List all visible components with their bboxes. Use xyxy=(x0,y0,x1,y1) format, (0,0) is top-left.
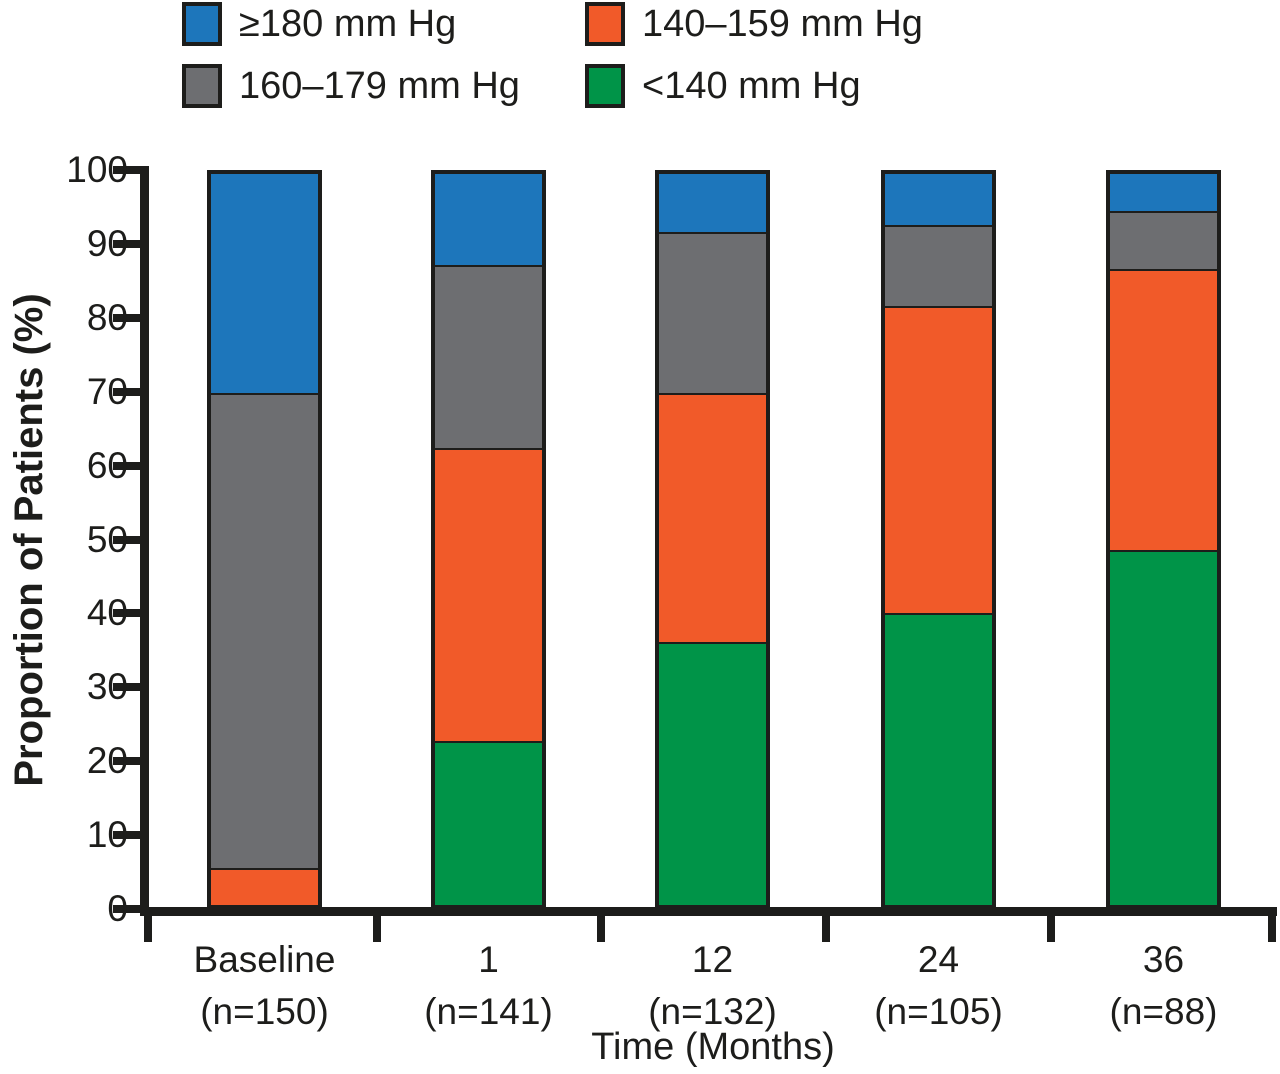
bar-segment xyxy=(885,174,992,226)
segment-divider xyxy=(435,738,542,743)
bar-segment xyxy=(1110,174,1217,211)
bar-segment xyxy=(211,393,318,869)
y-tick-label: 50 xyxy=(86,518,128,560)
y-tick xyxy=(113,609,141,618)
y-tick-label: 70 xyxy=(86,370,128,412)
bar-segment xyxy=(885,225,992,306)
legend-swatch-icon xyxy=(585,64,625,108)
x-axis-title: Time (Months) xyxy=(591,1026,835,1068)
x-category-count: (n=150) xyxy=(200,991,329,1032)
segment-divider xyxy=(885,303,992,308)
segment-divider xyxy=(885,610,992,615)
y-tick-label: 10 xyxy=(86,814,128,856)
segment-divider xyxy=(659,639,766,644)
legend-label: 140–159 mm Hg xyxy=(642,3,923,45)
x-category-count: (n=105) xyxy=(874,991,1003,1032)
bar-segment xyxy=(211,174,318,394)
y-tick xyxy=(113,757,141,766)
y-tick-label: 30 xyxy=(86,666,128,708)
stacked-bar xyxy=(881,170,996,909)
segment-divider xyxy=(435,446,542,451)
segment-divider xyxy=(211,391,318,396)
stacked-bar xyxy=(655,170,770,909)
legend-item: <140 mm Hg xyxy=(585,62,861,110)
legend-label: ≥180 mm Hg xyxy=(239,3,457,45)
bar-segment xyxy=(435,448,542,741)
segment-divider xyxy=(211,866,318,871)
bar-segment xyxy=(1110,210,1217,270)
legend-label: 160–179 mm Hg xyxy=(239,65,520,107)
y-tick-label: 100 xyxy=(66,149,128,190)
bar-segment xyxy=(435,265,542,449)
y-tick-label: 60 xyxy=(86,444,128,486)
bar-segment xyxy=(885,612,992,905)
x-category-label: 12 xyxy=(691,939,734,980)
bar-segment xyxy=(435,740,542,905)
x-category-count: (n=132) xyxy=(648,991,777,1032)
stacked-bar xyxy=(431,170,546,909)
stacked-bar xyxy=(207,170,322,909)
segment-divider xyxy=(659,391,766,396)
x-category-count: (n=88) xyxy=(1109,991,1218,1032)
legend-item: 160–179 mm Hg xyxy=(182,62,520,110)
x-tick xyxy=(821,916,830,942)
x-category-label: Baseline xyxy=(193,939,336,980)
x-tick xyxy=(1047,916,1055,942)
y-tick xyxy=(113,831,141,840)
segment-divider xyxy=(435,263,542,268)
segment-divider xyxy=(659,230,766,235)
bar-segment xyxy=(435,174,542,266)
segment-divider xyxy=(885,223,992,228)
y-tick xyxy=(113,166,141,174)
y-tick xyxy=(113,387,141,396)
x-category-label: 24 xyxy=(917,939,960,980)
y-tick xyxy=(113,683,141,692)
y-tick xyxy=(113,461,141,470)
y-axis-line xyxy=(140,166,149,916)
bar-segment xyxy=(1110,269,1217,551)
x-tick xyxy=(596,916,605,942)
legend-item: 140–159 mm Hg xyxy=(585,0,923,48)
y-tick xyxy=(113,535,141,544)
y-tick-label: 90 xyxy=(86,222,128,264)
bar-segment xyxy=(1110,550,1217,905)
bar-segment xyxy=(211,868,318,905)
x-axis-line xyxy=(140,907,1277,916)
segment-divider xyxy=(1110,208,1217,213)
legend-label: <140 mm Hg xyxy=(642,65,861,107)
bar-segment xyxy=(659,174,766,233)
x-tick xyxy=(1268,916,1276,942)
segment-divider xyxy=(1110,267,1217,272)
x-tick xyxy=(144,916,152,942)
x-category-count: (n=141) xyxy=(424,991,553,1032)
bar-segment xyxy=(885,305,992,613)
x-tick xyxy=(372,916,381,942)
y-tick xyxy=(113,239,141,248)
legend-item: ≥180 mm Hg xyxy=(182,0,456,48)
y-tick-label: 80 xyxy=(86,296,128,338)
stacked-bar xyxy=(1106,170,1221,909)
bar-segment xyxy=(659,232,766,394)
bar-segment xyxy=(659,641,766,905)
legend-swatch-icon xyxy=(182,2,222,46)
y-tick-label: 20 xyxy=(86,740,128,782)
bar-segment xyxy=(659,393,766,642)
legend-swatch-icon xyxy=(585,2,625,46)
x-category-label: 36 xyxy=(1142,939,1185,980)
segment-divider xyxy=(1110,548,1217,553)
y-tick xyxy=(113,313,141,322)
y-tick-label: 0 xyxy=(107,888,128,929)
legend-swatch-icon xyxy=(182,64,222,108)
y-tick xyxy=(113,905,141,913)
x-category-label: 1 xyxy=(478,939,499,980)
y-tick-label: 40 xyxy=(86,592,128,634)
